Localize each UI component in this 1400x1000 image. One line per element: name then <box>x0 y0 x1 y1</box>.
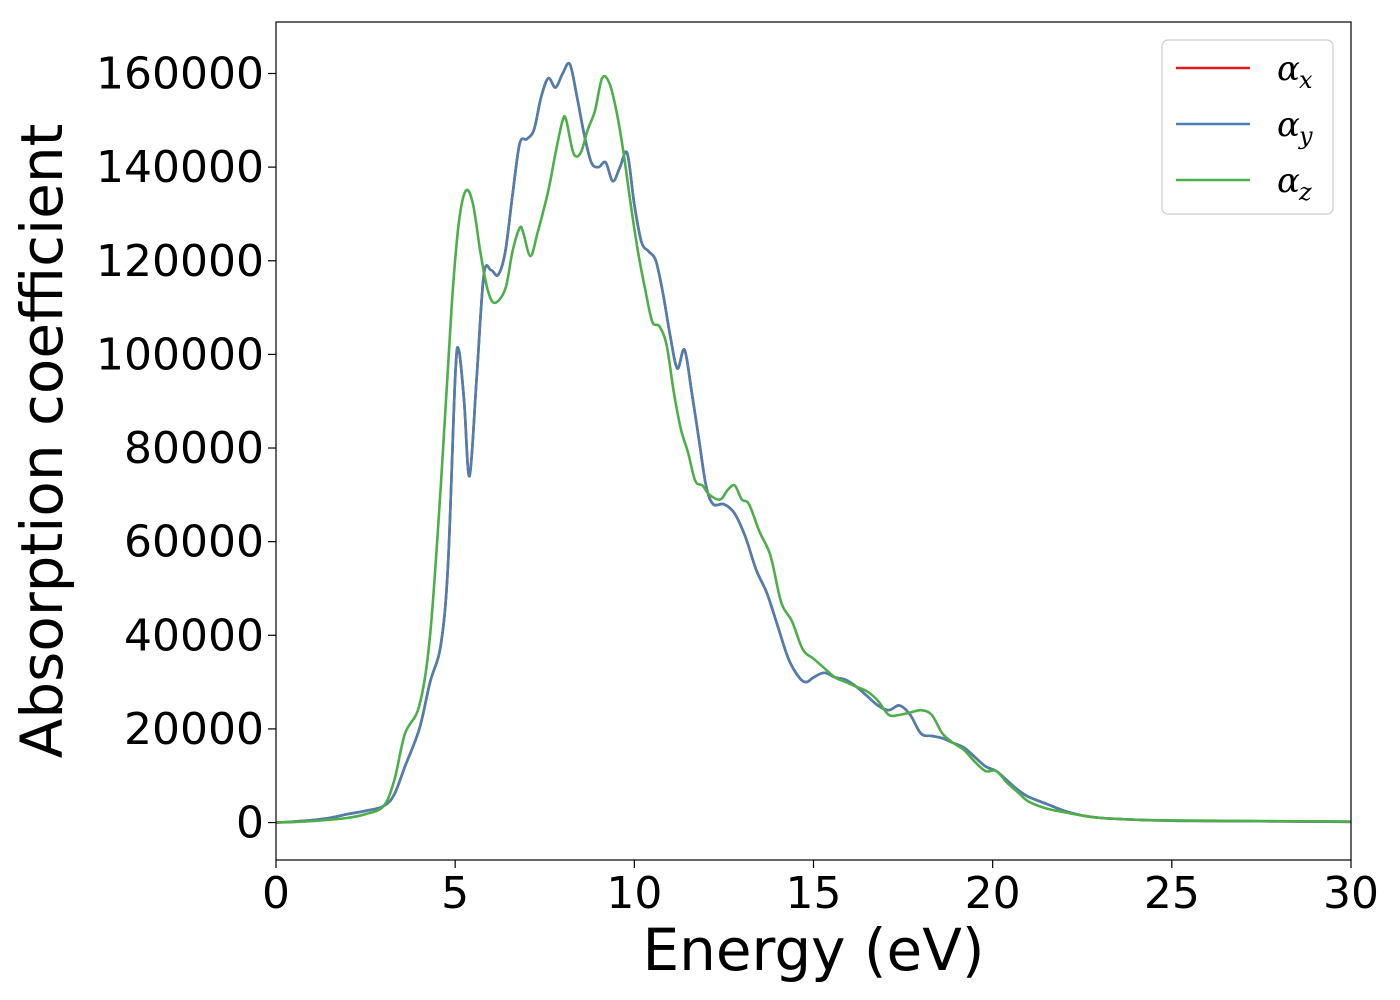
y-tick-label: 20000 <box>124 704 264 755</box>
x-tick-label: 20 <box>965 868 1021 919</box>
x-tick-label: 10 <box>606 868 662 919</box>
series-lines <box>276 61 1351 824</box>
legend-box <box>1161 39 1334 215</box>
y-tick-label: 160000 <box>96 48 264 99</box>
y-tick-label: 0 <box>236 798 264 849</box>
x-tick-label: 0 <box>262 868 290 919</box>
y-tick-label: 80000 <box>124 423 264 474</box>
y-tick-label: 100000 <box>96 329 264 380</box>
x-tick-label: 5 <box>441 868 469 919</box>
y-tick-label: 120000 <box>96 236 264 287</box>
y-axis-label: Absorption coefficient <box>8 124 76 759</box>
plot-area <box>276 61 1351 824</box>
series-line-z <box>276 74 1351 824</box>
y-tick-label: 140000 <box>96 142 264 193</box>
legend-label: α <box>1277 105 1300 145</box>
legend-subscript: z <box>1298 178 1312 206</box>
y-tick-label: 60000 <box>124 517 264 568</box>
legend-label: α <box>1277 49 1300 89</box>
y-axis: 0 20000 40000 60000 80000 100000 120000 140000 1… <box>96 48 276 849</box>
legend-label: α <box>1277 161 1300 201</box>
legend-subscript: x <box>1299 66 1313 94</box>
y-tick-label: 40000 <box>124 610 264 661</box>
x-axis-label: Energy (eV) <box>642 916 984 984</box>
legend: α xα yα z <box>1161 39 1334 215</box>
plot-frame <box>275 21 1352 861</box>
series-line-y <box>276 61 1351 824</box>
x-axis: 0 5 10 15 20 25 30 <box>262 860 1379 919</box>
x-tick-label: 25 <box>1144 868 1200 919</box>
x-tick-label: 15 <box>786 868 842 919</box>
x-tick-label: 30 <box>1323 868 1379 919</box>
legend-subscript: y <box>1298 122 1313 150</box>
